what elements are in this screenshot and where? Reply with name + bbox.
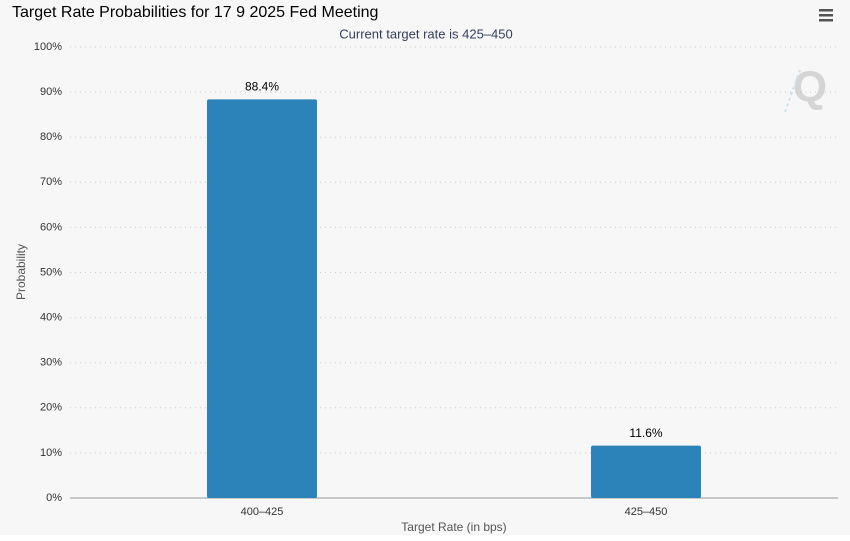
menu-bar	[819, 14, 833, 17]
data-label: 11.6%	[629, 426, 662, 440]
chart-title: Target Rate Probabilities for 17 9 2025 …	[12, 4, 378, 21]
data-label: 88.4%	[245, 79, 279, 93]
y-tick-label: 20%	[40, 402, 62, 414]
menu-bar	[819, 19, 833, 22]
bar	[591, 445, 701, 498]
y-tick-label: 60%	[40, 221, 62, 233]
x-axis-label: Target Rate (in bps)	[401, 520, 506, 534]
watermark-logo: Q	[784, 63, 827, 113]
y-tick-label: 50%	[40, 266, 62, 278]
logo-stroke	[784, 69, 801, 113]
y-tick-label: 0%	[46, 492, 62, 504]
y-tick-label: 70%	[40, 176, 62, 188]
logo-letter: Q	[793, 63, 827, 112]
y-tick-label: 90%	[40, 86, 62, 98]
menu-button[interactable]	[819, 9, 833, 22]
y-tick-label: 10%	[40, 447, 62, 459]
bar	[207, 99, 317, 498]
x-tick-label: 425–450	[625, 506, 668, 518]
y-tick-label: 100%	[34, 41, 62, 53]
chart-subtitle: Current target rate is 425–450	[339, 26, 512, 41]
x-tick-label: 400–425	[241, 506, 284, 518]
y-axis-label: Probability	[14, 244, 28, 300]
y-tick-label: 40%	[40, 312, 62, 324]
y-tick-label: 30%	[40, 357, 62, 369]
menu-bar	[819, 9, 833, 12]
y-tick-label: 80%	[40, 131, 62, 143]
